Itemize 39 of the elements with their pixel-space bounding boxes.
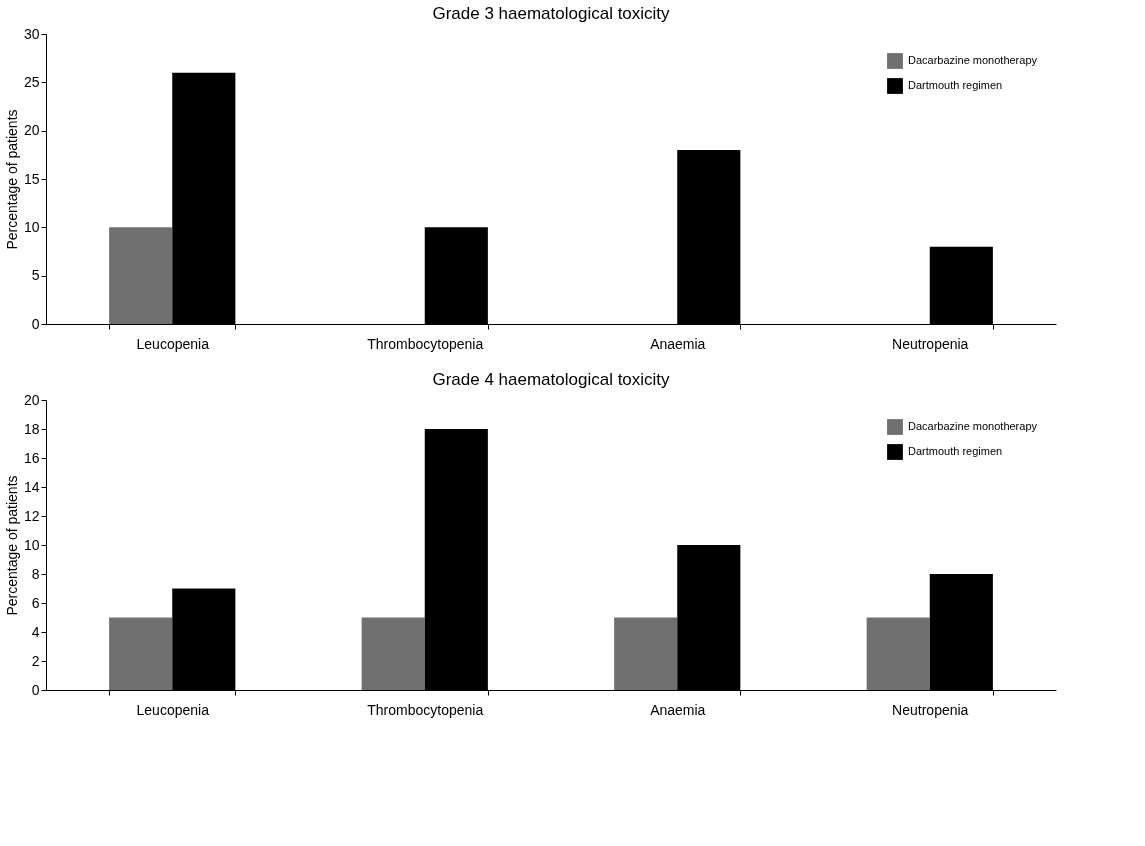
- y-tick-label: 0: [31, 681, 40, 698]
- y-tick-label: 10: [23, 536, 40, 553]
- legend-label: Dacarbazine monotherapy: [908, 420, 1038, 432]
- legend-label: Dacarbazine monotherapy: [908, 54, 1038, 66]
- legend-label: Dartmouth regimen: [908, 445, 1003, 457]
- y-tick-label: 30: [23, 25, 40, 42]
- x-tick-label: Anaemia: [650, 335, 706, 352]
- chart-title: Grade 4 haematological toxicity: [432, 370, 671, 389]
- x-tick-label: Neutropenia: [892, 335, 969, 352]
- y-axis-title: Percentage of patients: [3, 109, 20, 250]
- x-tick-label: Anaemia: [650, 701, 706, 718]
- bar: [109, 227, 173, 324]
- y-tick-label: 4: [31, 623, 40, 640]
- y-tick-label: 5: [31, 267, 40, 284]
- y-tick-label: 14: [23, 478, 40, 495]
- bar: [866, 617, 930, 690]
- y-tick-label: 0: [31, 315, 40, 332]
- x-tick-label: Neutropenia: [892, 701, 969, 718]
- x-tick-label: Leucopenia: [136, 701, 210, 718]
- chart-title: Grade 3 haematological toxicity: [432, 4, 671, 23]
- y-tick-label: 25: [23, 73, 40, 90]
- bar: [109, 617, 173, 690]
- x-tick-label: Thrombocytopenia: [367, 335, 484, 352]
- y-tick-label: 12: [23, 507, 40, 524]
- x-tick-label: Thrombocytopenia: [367, 701, 484, 718]
- y-tick-label: 16: [23, 449, 40, 466]
- bar: [614, 617, 678, 690]
- bar: [361, 617, 425, 690]
- y-tick-label: 15: [23, 170, 40, 187]
- y-tick-label: 20: [23, 391, 40, 408]
- y-tick-label: 2: [31, 652, 40, 669]
- legend-label: Dartmouth regimen: [908, 79, 1003, 91]
- y-axis-title: Percentage of patients: [3, 475, 20, 616]
- y-tick-label: 10: [23, 218, 40, 235]
- x-tick-label: Leucopenia: [136, 335, 210, 352]
- y-tick-label: 6: [31, 594, 40, 611]
- y-tick-label: 20: [23, 122, 40, 139]
- y-tick-label: 18: [23, 420, 40, 437]
- y-tick-label: 8: [31, 565, 40, 582]
